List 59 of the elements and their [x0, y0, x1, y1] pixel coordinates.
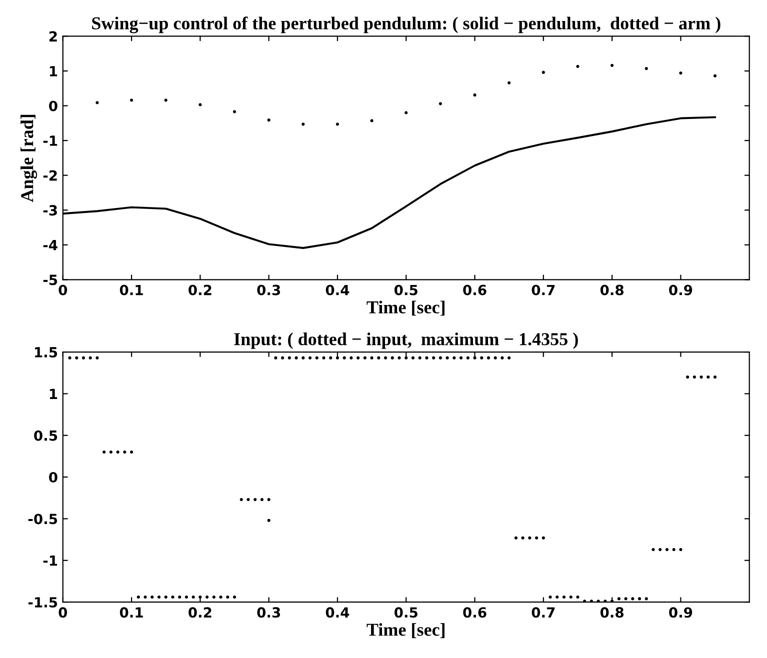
point [576, 64, 580, 68]
y-tick-label: 0.5 [34, 430, 58, 441]
point [130, 98, 134, 102]
y-tick-label: 1.5 [34, 347, 58, 358]
point [198, 103, 202, 106]
x-tick-label: 0.1 [120, 284, 143, 296]
y-tick-label: 0 [49, 100, 58, 112]
x-tick-label: 0.3 [257, 607, 280, 618]
point [267, 118, 270, 122]
x-tick-label: 0.6 [463, 607, 486, 618]
y-tick-label: -5 [43, 274, 58, 286]
point [164, 98, 168, 102]
y-tick-label: -1 [43, 136, 58, 146]
x-axis-title: Time [sec] [366, 300, 444, 316]
x-tick-label: 0.8 [600, 607, 624, 618]
x-tick-label: 0.3 [257, 284, 280, 296]
x-tick-label: 0.2 [188, 284, 212, 296]
x-tick-label: 0.5 [394, 607, 418, 618]
y-tick-label: -4 [43, 240, 58, 250]
point [96, 101, 99, 104]
y-axis-title: Angle [rad] [20, 114, 38, 202]
point [713, 74, 717, 78]
x-tick-label: 0.7 [532, 284, 555, 296]
x-tick-label: 0.8 [600, 284, 624, 296]
x-tick-label: 0.9 [669, 607, 692, 618]
y-tick-label: 1 [50, 66, 58, 76]
point [644, 66, 648, 70]
y-tick-label: -1.5 [28, 597, 58, 608]
point [542, 70, 545, 74]
point [336, 122, 340, 126]
x-tick-label: 0.4 [326, 607, 350, 618]
point [438, 102, 442, 106]
y-tick-label: -0.5 [28, 514, 58, 524]
point [679, 72, 682, 75]
y-tick-label: 2 [49, 31, 57, 42]
x-tick-label: 0.7 [532, 607, 555, 618]
x-tick-label: 0.2 [188, 607, 212, 618]
x-tick-label: 0.9 [669, 284, 692, 296]
x-axis-title: Time [sec] [366, 623, 444, 638]
x-tick-label: 0.4 [326, 284, 350, 296]
chart-title: Swing−up control of the perturbed pendulum: ( solid − pendulum, dotted − arm ) [92, 16, 720, 34]
y-tick-label: 0 [49, 472, 58, 483]
chart-title: Input: ( dotted − input, maximum − 1.4355 ) [234, 332, 578, 349]
point [302, 122, 305, 126]
point [610, 64, 614, 67]
x-tick-label: 0.1 [120, 607, 143, 618]
point [508, 81, 511, 84]
y-tick-label: 1 [50, 388, 58, 399]
y-tick-label: -3 [43, 205, 57, 216]
point [473, 93, 476, 97]
x-tick-label: 0.5 [394, 284, 418, 296]
y-tick-label: -1 [43, 556, 58, 566]
point [404, 111, 408, 114]
point [232, 110, 236, 114]
point [370, 119, 374, 122]
y-tick-label: -2 [43, 170, 57, 181]
x-tick-label: 0 [58, 607, 68, 618]
x-tick-label: 0.6 [463, 284, 486, 296]
x-tick-label: 0 [58, 284, 68, 296]
